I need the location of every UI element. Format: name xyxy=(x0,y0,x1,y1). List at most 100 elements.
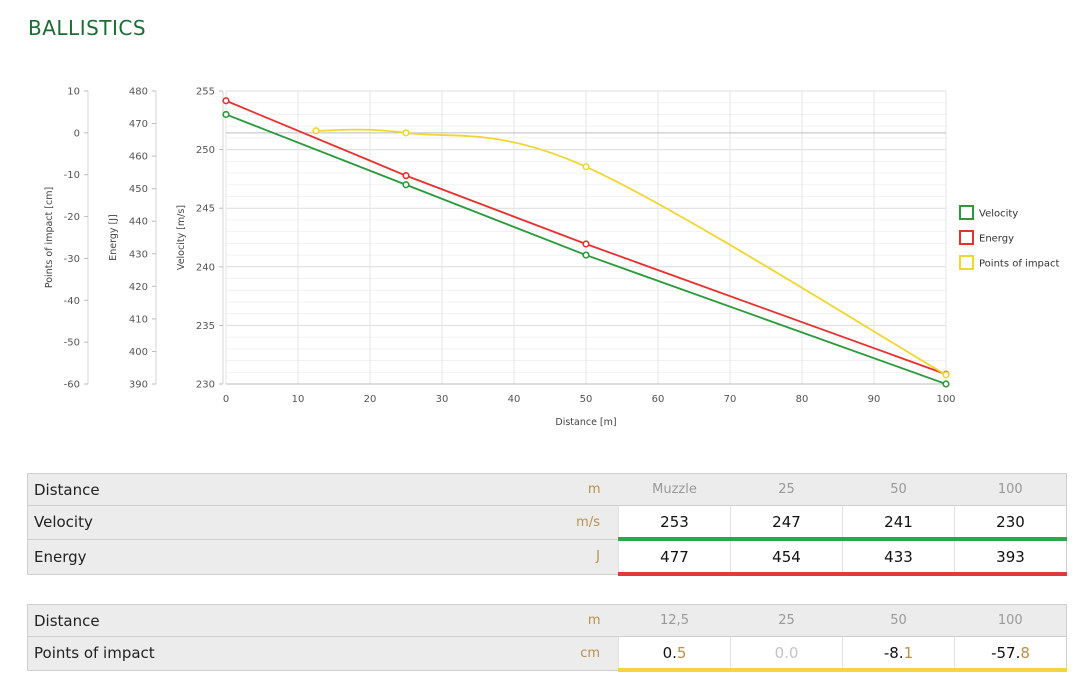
x-tick-label: 0 xyxy=(223,394,229,405)
value-cell: 247 xyxy=(730,505,843,541)
points-of-impact-series-line xyxy=(315,128,947,376)
legend-label-energy: Energy xyxy=(979,234,1014,245)
page-title: BALLISTICS xyxy=(28,16,147,40)
x-tick-label: 30 xyxy=(436,394,449,405)
velocity-tick-label: 245 xyxy=(196,204,215,215)
row-label: Energy xyxy=(27,539,313,575)
energy-tick-label: 450 xyxy=(129,184,148,195)
energy-axis-title: Energy [J] xyxy=(108,214,119,261)
velocity-tick-label: 255 xyxy=(196,87,215,98)
velocity-data-point xyxy=(222,110,230,119)
points-of-impact-data-point xyxy=(402,129,410,137)
x-tick-label: 20 xyxy=(364,394,377,405)
ballistics-row-distance: Distance m Muzzle 25 50 100 xyxy=(27,473,1067,506)
distance-header-cell: 12,5 xyxy=(618,604,731,637)
energy-series-line xyxy=(225,99,947,376)
poi-tick-label: -50 xyxy=(64,338,80,349)
velocity-data-point xyxy=(942,380,950,388)
row-label: Distance xyxy=(27,604,313,637)
value-cell: 241 xyxy=(842,505,955,541)
energy-tick-label: 400 xyxy=(129,347,148,358)
points-of-impact-data-point xyxy=(312,127,320,135)
velocity-series-line xyxy=(225,113,947,385)
value-cell: 0.5 xyxy=(618,636,731,672)
value-main: -8. xyxy=(883,643,904,662)
poi-tick-label: -60 xyxy=(64,380,80,391)
energy-tick-label: 430 xyxy=(129,249,148,260)
impact-row-points-of-impact: Points of impact cm 0.5 0.0 -8.1 -57.8 xyxy=(27,636,1067,672)
legend-swatch-energy xyxy=(959,230,974,245)
energy-tick-label: 470 xyxy=(129,119,148,130)
value-main: 0. xyxy=(662,643,677,662)
distance-header-cell: 50 xyxy=(842,604,955,637)
velocity-tick-label: 230 xyxy=(196,380,215,391)
velocity-data-point xyxy=(582,251,590,259)
distance-header-cell: 25 xyxy=(730,604,843,637)
x-axis-label: Distance [m] xyxy=(555,417,616,428)
poi-tick-label: -30 xyxy=(64,254,80,265)
energy-tick-label: 410 xyxy=(129,314,148,325)
energy-data-point xyxy=(222,97,230,105)
legend-label-points-of-impact: Points of impact xyxy=(979,259,1060,270)
row-label: Velocity xyxy=(27,505,313,540)
velocity-tick-label: 240 xyxy=(196,262,215,273)
value-cell: 393 xyxy=(954,539,1067,576)
value-fraction: 1 xyxy=(903,643,914,662)
value-cell: 253 xyxy=(618,505,731,541)
distance-header-cell: 100 xyxy=(954,473,1067,506)
energy-tick-label: 390 xyxy=(129,380,148,391)
legend-swatch-velocity xyxy=(959,205,974,220)
value-cell: -57.8 xyxy=(954,636,1067,672)
energy-tick-label: 440 xyxy=(129,217,148,228)
energy-data-point xyxy=(582,240,590,248)
x-tick-label: 40 xyxy=(508,394,521,405)
poi-tick-label: -20 xyxy=(64,212,80,223)
velocity-data-point xyxy=(402,181,410,189)
x-tick-label: 100 xyxy=(936,394,955,405)
poi-tick-label: 0 xyxy=(74,128,80,139)
points-of-impact-table: Distance m 12,5 25 50 100 Points of impact cm 0.… xyxy=(27,604,1067,672)
value-main: -57. xyxy=(991,643,1021,662)
row-label: Points of impact xyxy=(27,636,313,671)
energy-tick-label: 460 xyxy=(129,152,148,163)
unit-label: J xyxy=(312,539,619,575)
points-of-impact-data-point xyxy=(582,163,590,171)
value-cell: 477 xyxy=(618,539,731,576)
velocity-energy-table: Distance m Muzzle 25 50 100 Velocity m/s 253 247 2… xyxy=(27,473,1067,576)
impact-row-distance: Distance m 12,5 25 50 100 xyxy=(27,604,1067,637)
energy-tick-label: 480 xyxy=(129,87,148,98)
distance-header-cell: 25 xyxy=(730,473,843,506)
x-tick-label: 10 xyxy=(292,394,305,405)
unit-label: m/s xyxy=(312,505,619,540)
x-tick-label: 90 xyxy=(868,394,881,405)
distance-header-cell: 100 xyxy=(954,604,1067,637)
legend-swatch-points-of-impact xyxy=(959,255,974,270)
unit-label: m xyxy=(312,473,619,506)
x-tick-label: 60 xyxy=(652,394,665,405)
velocity-axis-title: Velocity [m/s] xyxy=(176,205,187,270)
x-tick-label: 80 xyxy=(796,394,809,405)
poi-tick-label: -40 xyxy=(64,296,80,307)
row-label: Distance xyxy=(27,473,313,506)
x-tick-label: 50 xyxy=(580,394,593,405)
poi-tick-label: -10 xyxy=(64,170,80,181)
value-fraction: 5 xyxy=(676,643,687,662)
unit-label: cm xyxy=(312,636,619,671)
legend-label-velocity: Velocity xyxy=(979,209,1018,220)
poi-axis-title: Points of impact [cm] xyxy=(44,187,55,288)
velocity-tick-label: 250 xyxy=(196,145,215,156)
ballistics-row-velocity: Velocity m/s 253 247 241 230 xyxy=(27,505,1067,541)
energy-data-point xyxy=(402,172,410,180)
value-cell: 0.0 xyxy=(730,636,843,672)
value-fraction: 8 xyxy=(1020,643,1030,662)
value-cell: 454 xyxy=(730,539,843,576)
x-tick-label: 70 xyxy=(724,394,737,405)
value-cell: -8.1 xyxy=(842,636,955,672)
value-main: 0.0 xyxy=(774,643,799,662)
ballistics-row-energy: Energy J 477 454 433 393 xyxy=(27,539,1067,576)
velocity-tick-label: 235 xyxy=(196,321,215,332)
poi-tick-label: 10 xyxy=(67,87,80,98)
unit-label: m xyxy=(312,604,619,637)
points-of-impact-data-point xyxy=(942,371,950,379)
